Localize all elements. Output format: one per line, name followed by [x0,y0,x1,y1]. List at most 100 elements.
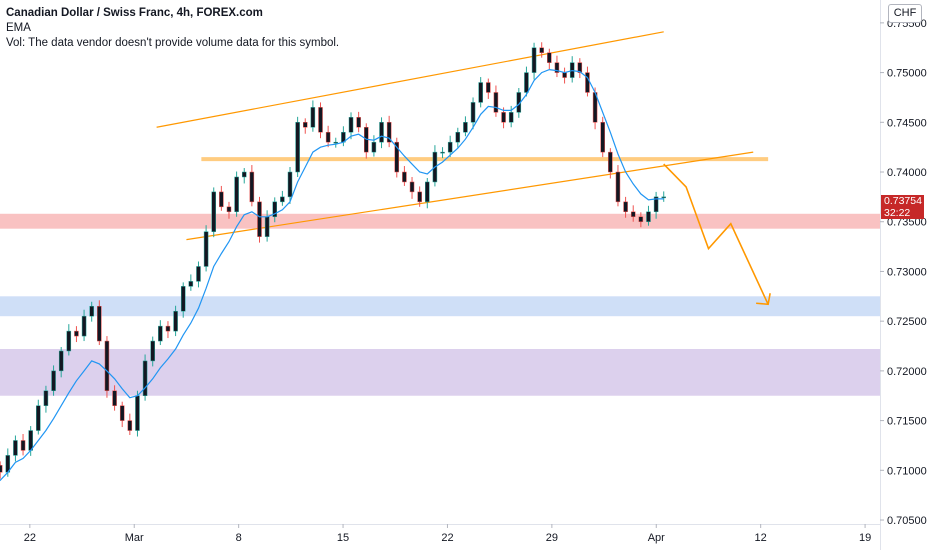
candle [379,122,384,143]
candle [417,191,422,203]
bar-countdown: 32:22 [884,207,911,219]
candle [287,171,293,198]
candle [600,122,605,153]
x-tick-label: 22 [24,532,36,544]
candle [356,117,361,128]
x-tick-label: 12 [755,532,767,544]
candle [150,340,155,362]
candle [226,206,232,213]
channel-line-1 [156,31,664,128]
candle [325,131,331,143]
candles-layer [0,42,666,479]
candle [615,171,621,203]
candle [20,440,26,451]
candle [58,350,64,372]
projection-arrow [663,163,769,305]
candle [249,171,255,203]
drawings-layer [156,31,769,241]
candle [348,117,354,133]
candle [165,325,171,332]
zone-support-1 [0,296,880,317]
candle [43,390,49,406]
candle [188,281,194,287]
candle [470,102,476,123]
candle [234,176,239,213]
candle [646,211,651,222]
candle [402,171,407,183]
candle [638,216,644,222]
candle [303,122,308,128]
candle [333,141,339,144]
x-tick-label: 22 [441,532,453,544]
candle [478,82,483,103]
y-tick-label: 0.73000 [887,266,927,278]
time-axis[interactable]: 22Mar8152229Apr121926 [24,524,932,544]
candle [219,191,224,208]
chart-legend: Canadian Dollar / Swiss Franc, 4h, FOREX… [6,6,339,51]
candle [81,315,87,337]
x-tick-label: 8 [236,532,242,544]
ema-line [0,68,664,482]
candle [630,211,636,218]
candle [623,201,628,213]
zones-layer [0,213,880,396]
candle [104,340,110,392]
price-axis[interactable]: 0.755000.750000.745000.740000.735000.730… [880,18,927,527]
candle [112,390,117,406]
zone-resistance [0,213,880,229]
channel-line-2 [186,151,754,241]
candle [36,405,41,431]
candle [493,92,499,113]
candle [608,151,613,173]
candle [524,72,529,93]
y-tick-label: 0.72500 [887,316,927,328]
candle [257,201,262,237]
x-tick-label: Mar [125,532,144,544]
candle [440,151,445,154]
volume-note: Vol: The data vendor doesn't provide vol… [6,37,340,49]
projection-layer [663,163,771,306]
x-tick-label: Apr [648,532,665,544]
y-tick-label: 0.71000 [887,465,927,477]
candle [371,141,377,153]
ema-indicator-label[interactable]: EMA [6,22,31,34]
candle [295,122,300,173]
candle [486,82,491,93]
candle [135,395,140,431]
candle [203,231,209,267]
candle [554,62,560,73]
candle [180,286,186,312]
candle [173,310,178,332]
last-price-tag: 0.73754 32:22 [881,195,924,219]
candle [13,440,18,456]
candle [539,47,544,53]
candle [531,47,537,73]
candle [0,465,3,473]
candle [51,370,56,392]
last-price-value: 0.73754 [884,195,922,207]
candle [272,201,277,218]
y-tick-label: 0.74500 [887,117,927,129]
candle [97,305,102,342]
candle [196,266,201,282]
zone-support-2 [0,349,880,396]
y-tick-label: 0.74000 [887,167,927,179]
x-tick-label: 29 [546,532,558,544]
y-tick-label: 0.73500 [887,217,927,229]
currency-button[interactable]: CHF [888,4,922,23]
candle [142,360,148,396]
y-tick-label: 0.72000 [887,366,927,378]
candle [66,330,72,352]
y-tick-label: 0.70500 [887,515,927,527]
candle [28,430,33,451]
x-tick-label: 15 [337,532,349,544]
candle [463,122,468,133]
symbol-title[interactable]: Canadian Dollar / Swiss Franc, 4h, FOREX… [6,7,263,19]
candle [661,196,666,199]
x-tick-label: 19 [859,532,871,544]
candle [89,305,94,317]
candle [501,112,506,123]
candle [394,141,400,173]
